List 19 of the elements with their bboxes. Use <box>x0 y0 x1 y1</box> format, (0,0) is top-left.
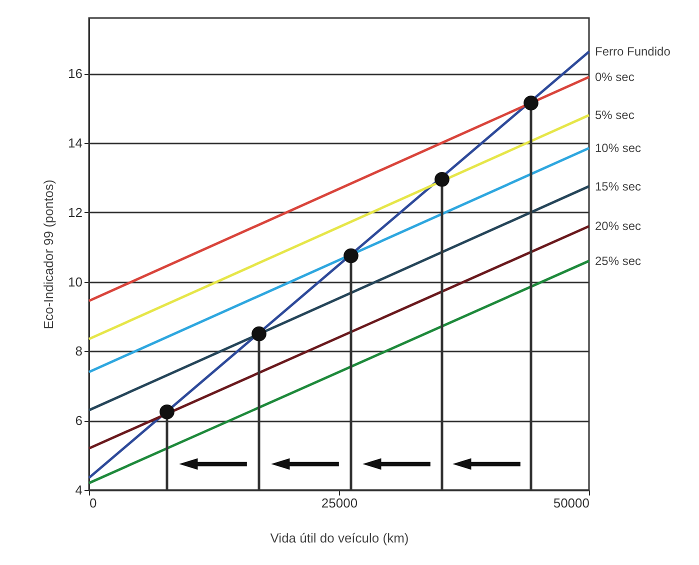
x-tick-label: 25000 <box>321 496 358 510</box>
series-label: 0% sec <box>595 70 634 84</box>
y-tick-label: 16 <box>68 66 82 82</box>
x-tick-label: 50000 <box>553 496 590 510</box>
series-label: 20% sec <box>595 219 642 234</box>
x-tick-label: 0 <box>90 496 97 510</box>
y-tick-label: 8 <box>75 344 82 359</box>
series-label: Ferro Fundido <box>595 44 671 59</box>
y-tick-label: 12 <box>68 204 82 220</box>
x-axis-title: Vida útil do veículo (km) <box>270 530 409 546</box>
y-axis-title: Eco-Indicador 99 (pontos) <box>41 180 56 330</box>
series-label: 10% sec <box>595 141 642 156</box>
series-label: 25% sec <box>595 254 642 268</box>
series-label: 5% sec <box>595 108 634 122</box>
y-tick-label: 14 <box>68 135 82 150</box>
y-tick-label: 4 <box>75 482 82 498</box>
y-tick-label: 10 <box>68 274 82 290</box>
series-label: 15% sec <box>595 179 642 194</box>
y-tick-label: 6 <box>75 413 82 428</box>
